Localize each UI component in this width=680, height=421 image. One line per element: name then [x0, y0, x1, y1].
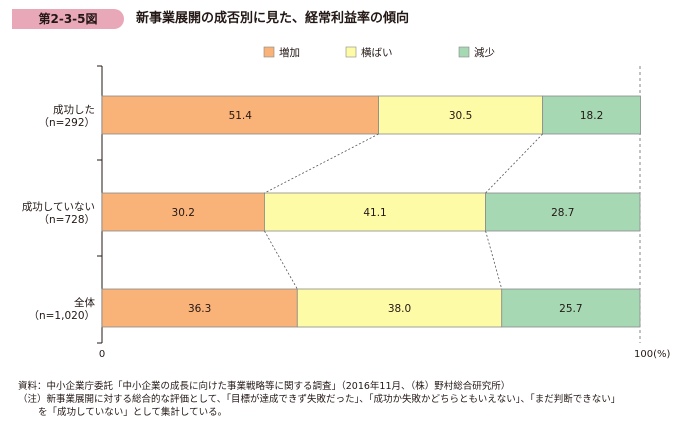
legend-swatch-1 [263, 46, 275, 58]
bar-value-label-3-3: 25.7 [559, 303, 582, 315]
bar-segment-3-1 [101, 288, 298, 328]
bar-value-label-1-1: 51.4 [229, 110, 253, 122]
x-tick-label-end: 100(%) [634, 349, 670, 360]
connector-line-1-1 [264, 133, 379, 194]
legend-label-2: 横ばい [361, 46, 393, 59]
footnote-note-continued: を「成功していない」として集計している。 [38, 407, 228, 418]
category-label-1-line-2: （n=292） [39, 117, 96, 129]
bar-segment-3-3 [501, 288, 641, 328]
bar-value-label-2-3: 28.7 [551, 207, 574, 219]
legend-label-3: 減少 [474, 46, 495, 59]
bar-segment-2-2 [264, 192, 486, 232]
figure-number-badge: 第2-3-5図 [12, 9, 124, 29]
legend-swatch-2 [345, 46, 357, 58]
category-label-3-line-2: （n=1,020） [28, 310, 95, 322]
connector-line-2-2 [485, 230, 503, 290]
connector-line-2-1 [264, 230, 298, 290]
category-label-2-line-2: （n=728） [39, 214, 96, 226]
figure-title: 新事業展開の成否別に見た、経常利益率の傾向 [136, 11, 410, 26]
footnote-source: 資料：中小企業庁委託「中小企業の成長に向けた事業戦略等に関する調査」（2016年… [18, 381, 511, 392]
category-label-2-line-1: 成功していない [22, 201, 95, 213]
legend-label-1: 増加 [279, 46, 300, 59]
bar-segment-2-3 [485, 192, 641, 232]
bar-segment-1-3 [542, 95, 641, 135]
bar-value-label-1-2: 30.5 [449, 110, 472, 122]
bar-segment-1-1 [101, 95, 379, 135]
category-label-3-line-1: 全体 [74, 296, 95, 309]
category-label-1-line-1: 成功した [53, 104, 95, 116]
bar-segment-1-2 [378, 95, 544, 135]
x-tick-label-start: 0 [99, 349, 105, 360]
footnote-note: （注）新事業展開に対する総合的な評価として、「目標が達成できず失敗だった」、「成… [18, 394, 621, 405]
bar-value-label-2-2: 41.1 [363, 207, 386, 219]
bar-value-label-1-3: 18.2 [580, 110, 603, 122]
bar-value-label-3-2: 38.0 [388, 303, 411, 315]
connector-line-1-2 [485, 133, 543, 194]
legend-swatch-3 [458, 46, 470, 58]
bar-segment-2-1 [101, 192, 265, 232]
bar-value-label-3-1: 36.3 [188, 303, 211, 315]
bar-value-label-2-1: 30.2 [172, 207, 195, 219]
bar-segment-3-2 [296, 288, 503, 328]
